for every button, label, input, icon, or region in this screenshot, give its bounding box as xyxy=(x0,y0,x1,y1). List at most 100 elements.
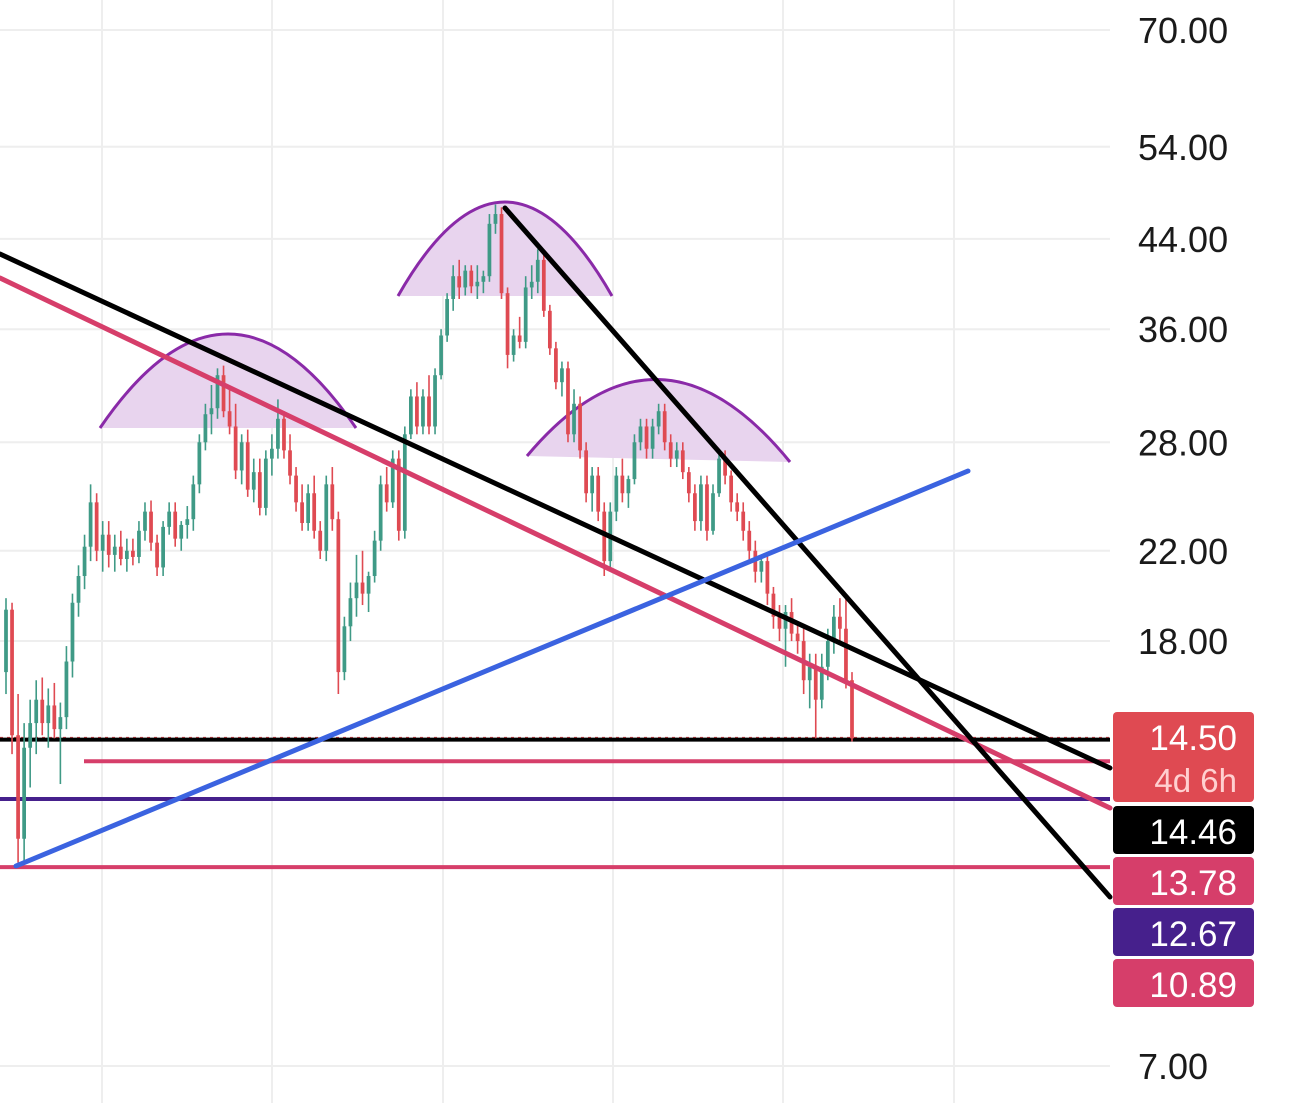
candle-body xyxy=(850,680,854,739)
y-tick-label: 54.00 xyxy=(1138,127,1228,168)
candle-body xyxy=(161,526,165,568)
candle-body xyxy=(747,530,752,551)
candle-body xyxy=(233,426,238,471)
candle-body xyxy=(137,530,141,557)
candle-body xyxy=(723,458,727,476)
candle-body xyxy=(487,223,492,277)
candle-body xyxy=(469,270,474,287)
candle-body xyxy=(149,511,153,543)
price-badge-value: 14.50 xyxy=(1149,719,1237,758)
y-tick-label: 7.00 xyxy=(1138,1046,1208,1087)
candle-body xyxy=(505,293,510,355)
candle-body xyxy=(844,628,848,681)
candle-body xyxy=(396,458,401,531)
price-badge-value: 12.67 xyxy=(1149,915,1237,954)
candle-body xyxy=(614,475,619,512)
candle-body xyxy=(620,475,625,494)
price-badges: 14.50 4d 6h 14.46 13.78 12.67 10.89 xyxy=(1113,712,1254,1007)
candle-body xyxy=(402,434,407,531)
candle-body xyxy=(590,475,595,494)
candle-body xyxy=(741,511,746,531)
candle-body xyxy=(336,519,341,673)
candle-body xyxy=(662,411,667,443)
falling-support-line xyxy=(0,275,1113,811)
candle-body xyxy=(155,542,159,568)
candle-body xyxy=(523,287,528,342)
candle-body xyxy=(439,335,443,376)
candle-body xyxy=(100,534,105,551)
candle-body xyxy=(167,511,172,527)
y-tick-label: 70.00 xyxy=(1138,10,1228,51)
candle-body xyxy=(451,276,456,299)
candle-body xyxy=(638,426,643,443)
candle-body xyxy=(457,276,462,288)
candle-body xyxy=(656,411,661,427)
y-tick-label: 44.00 xyxy=(1138,219,1228,260)
candle-body xyxy=(493,214,498,224)
candle-body xyxy=(578,403,582,451)
candle-body xyxy=(693,493,697,522)
price-badge: 14.46 xyxy=(1113,806,1254,854)
y-tick-label: 28.00 xyxy=(1138,422,1228,463)
candle-body xyxy=(650,426,655,449)
price-axis[interactable]: 70.00 54.00 44.00 36.00 28.00 22.00 18.00 7.00 xyxy=(1138,10,1228,1087)
candle-body xyxy=(819,666,824,700)
candle-body xyxy=(596,475,601,512)
candle-body xyxy=(717,458,721,494)
candle-body xyxy=(245,442,250,490)
price-badge-bg xyxy=(1113,857,1254,905)
candle-body xyxy=(517,335,522,342)
price-badge-bg xyxy=(1113,712,1254,802)
rising-support-line xyxy=(13,468,971,869)
candle-body xyxy=(52,705,57,730)
candle-body xyxy=(10,609,14,736)
candle-body xyxy=(40,699,45,724)
candle-body xyxy=(686,472,691,494)
candle-body xyxy=(203,414,208,443)
price-badge-value: 13.78 xyxy=(1149,864,1237,903)
candle-body xyxy=(360,582,365,594)
candle-body xyxy=(408,396,413,435)
candle-body xyxy=(306,493,311,524)
candle-body xyxy=(511,335,516,355)
price-badge: 13.78 xyxy=(1113,857,1254,905)
candle-body xyxy=(82,546,87,577)
candle-body xyxy=(838,616,842,629)
candle-body xyxy=(34,699,39,724)
price-badge-bg xyxy=(1113,959,1254,1007)
price-badge-bg xyxy=(1113,908,1254,956)
candle-body xyxy=(143,511,147,531)
candle-body xyxy=(70,602,75,662)
y-tick-label: 22.00 xyxy=(1138,531,1228,572)
candle-body xyxy=(445,298,450,336)
price-badge-value: 10.89 xyxy=(1149,966,1237,1005)
candle-body xyxy=(324,484,329,551)
candle-body xyxy=(276,418,280,449)
candle-body xyxy=(765,561,770,594)
candle-body xyxy=(16,735,20,839)
candle-body xyxy=(711,493,715,531)
candle-body xyxy=(390,458,395,503)
candle-body xyxy=(106,534,111,555)
candle-body xyxy=(263,458,268,508)
candle-body xyxy=(626,479,631,494)
candle-body xyxy=(191,484,196,520)
candle-body xyxy=(294,475,298,503)
candle-body xyxy=(541,259,546,311)
candle-body xyxy=(554,348,558,383)
price-badge: 12.67 xyxy=(1113,908,1254,956)
steep-resistance-line xyxy=(502,205,1113,900)
price-badge-bg xyxy=(1113,806,1254,854)
candle-body xyxy=(46,705,51,724)
candle-body xyxy=(529,281,534,288)
candle-body xyxy=(318,530,323,551)
candle-body xyxy=(674,450,679,459)
candle-body xyxy=(257,472,262,508)
candle-body xyxy=(215,375,220,409)
candle-body xyxy=(632,442,637,480)
candle-body xyxy=(771,593,776,617)
candle-body xyxy=(58,717,63,730)
candle-body xyxy=(64,661,69,718)
candle-body xyxy=(680,450,685,473)
